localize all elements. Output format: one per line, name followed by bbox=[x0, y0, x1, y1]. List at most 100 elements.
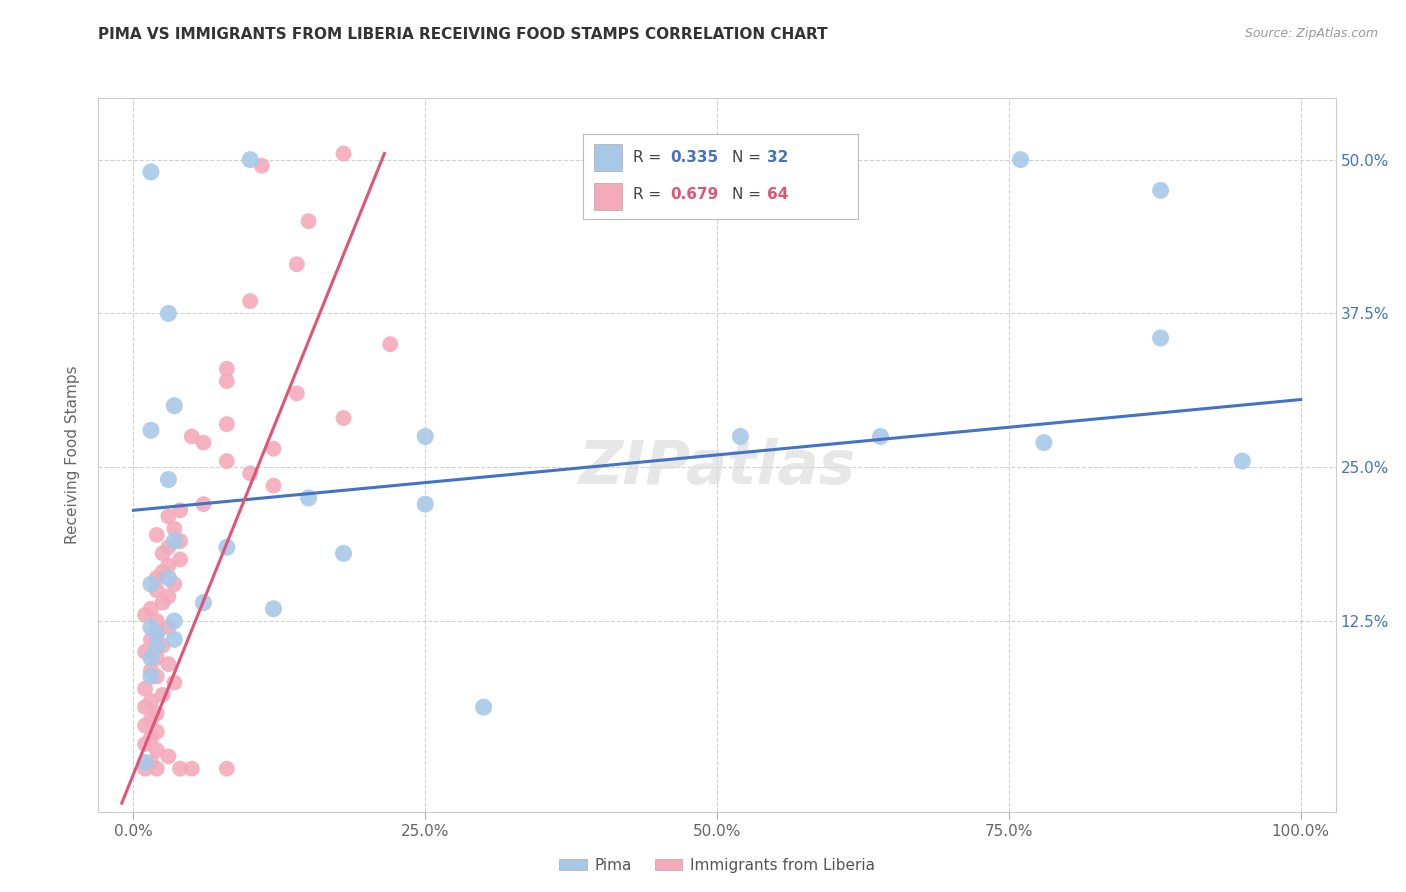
Point bbox=[139, 756, 162, 770]
Point bbox=[380, 337, 402, 351]
Point bbox=[193, 596, 215, 610]
Point bbox=[146, 626, 169, 640]
Point bbox=[180, 429, 202, 443]
Legend: Pima, Immigrants from Liberia: Pima, Immigrants from Liberia bbox=[553, 852, 882, 879]
Point bbox=[152, 546, 174, 560]
Point bbox=[869, 429, 891, 443]
Point bbox=[239, 467, 262, 481]
Point bbox=[152, 639, 174, 653]
Point bbox=[157, 749, 180, 764]
Point bbox=[157, 306, 180, 320]
Point bbox=[215, 540, 238, 554]
Point bbox=[285, 257, 308, 271]
Point bbox=[157, 590, 180, 604]
FancyBboxPatch shape bbox=[595, 144, 621, 171]
Point bbox=[297, 491, 319, 505]
Point bbox=[139, 165, 162, 179]
Text: PIMA VS IMMIGRANTS FROM LIBERIA RECEIVING FOOD STAMPS CORRELATION CHART: PIMA VS IMMIGRANTS FROM LIBERIA RECEIVIN… bbox=[98, 27, 828, 42]
Point bbox=[215, 361, 238, 376]
Point bbox=[413, 429, 436, 443]
Point bbox=[157, 657, 180, 671]
Text: Source: ZipAtlas.com: Source: ZipAtlas.com bbox=[1244, 27, 1378, 40]
Point bbox=[1010, 153, 1032, 167]
Point bbox=[139, 423, 162, 437]
Point bbox=[163, 577, 186, 591]
Text: 32: 32 bbox=[768, 150, 789, 165]
Point bbox=[139, 620, 162, 634]
Point bbox=[169, 552, 191, 566]
Point bbox=[285, 386, 308, 401]
Point bbox=[134, 718, 156, 732]
Point bbox=[472, 700, 495, 714]
Point bbox=[146, 639, 169, 653]
Point bbox=[134, 645, 156, 659]
Text: N =: N = bbox=[731, 187, 765, 202]
Point bbox=[146, 669, 169, 683]
Point bbox=[146, 528, 169, 542]
Point bbox=[139, 577, 162, 591]
Point bbox=[146, 762, 169, 776]
Text: 64: 64 bbox=[768, 187, 789, 202]
Point bbox=[215, 454, 238, 468]
Point bbox=[146, 651, 169, 665]
Point bbox=[139, 731, 162, 745]
Point bbox=[139, 632, 162, 647]
Point bbox=[263, 442, 285, 456]
Point bbox=[332, 546, 354, 560]
Y-axis label: Receiving Food Stamps: Receiving Food Stamps bbox=[65, 366, 80, 544]
Text: 0.335: 0.335 bbox=[669, 150, 718, 165]
Point bbox=[163, 399, 186, 413]
Point bbox=[157, 473, 180, 487]
Point bbox=[134, 756, 156, 770]
Point bbox=[134, 681, 156, 696]
Point bbox=[332, 411, 354, 425]
Point bbox=[146, 583, 169, 598]
Point bbox=[215, 762, 238, 776]
Point bbox=[139, 651, 162, 665]
Point bbox=[239, 153, 262, 167]
Point bbox=[163, 522, 186, 536]
Point bbox=[134, 762, 156, 776]
Point bbox=[1232, 454, 1254, 468]
Point bbox=[193, 435, 215, 450]
Point bbox=[163, 534, 186, 549]
Point bbox=[1032, 435, 1054, 450]
Text: N =: N = bbox=[731, 150, 765, 165]
Point bbox=[146, 626, 169, 640]
Point bbox=[332, 146, 354, 161]
Point bbox=[157, 540, 180, 554]
Point bbox=[413, 497, 436, 511]
Point bbox=[163, 632, 186, 647]
Point bbox=[152, 565, 174, 579]
Point bbox=[139, 669, 162, 683]
Point bbox=[169, 534, 191, 549]
Point bbox=[297, 214, 319, 228]
Point bbox=[157, 620, 180, 634]
Point bbox=[139, 713, 162, 727]
Point bbox=[152, 688, 174, 702]
Point bbox=[157, 509, 180, 524]
Point bbox=[1149, 331, 1171, 345]
Point bbox=[146, 743, 169, 757]
Point bbox=[169, 762, 191, 776]
Text: 0.679: 0.679 bbox=[669, 187, 718, 202]
Point bbox=[157, 558, 180, 573]
Text: R =: R = bbox=[633, 150, 666, 165]
Point bbox=[146, 614, 169, 628]
Text: ZIPatlas: ZIPatlas bbox=[578, 438, 856, 497]
Point bbox=[134, 607, 156, 622]
Point bbox=[146, 724, 169, 739]
Point bbox=[163, 614, 186, 628]
Point bbox=[157, 571, 180, 585]
Point bbox=[263, 601, 285, 615]
Point bbox=[134, 700, 156, 714]
Point bbox=[215, 417, 238, 432]
FancyBboxPatch shape bbox=[595, 183, 621, 211]
Point bbox=[163, 675, 186, 690]
Point bbox=[263, 478, 285, 492]
Point bbox=[180, 762, 202, 776]
Point bbox=[239, 294, 262, 309]
Point bbox=[1149, 183, 1171, 197]
Point bbox=[139, 601, 162, 615]
Point bbox=[146, 571, 169, 585]
